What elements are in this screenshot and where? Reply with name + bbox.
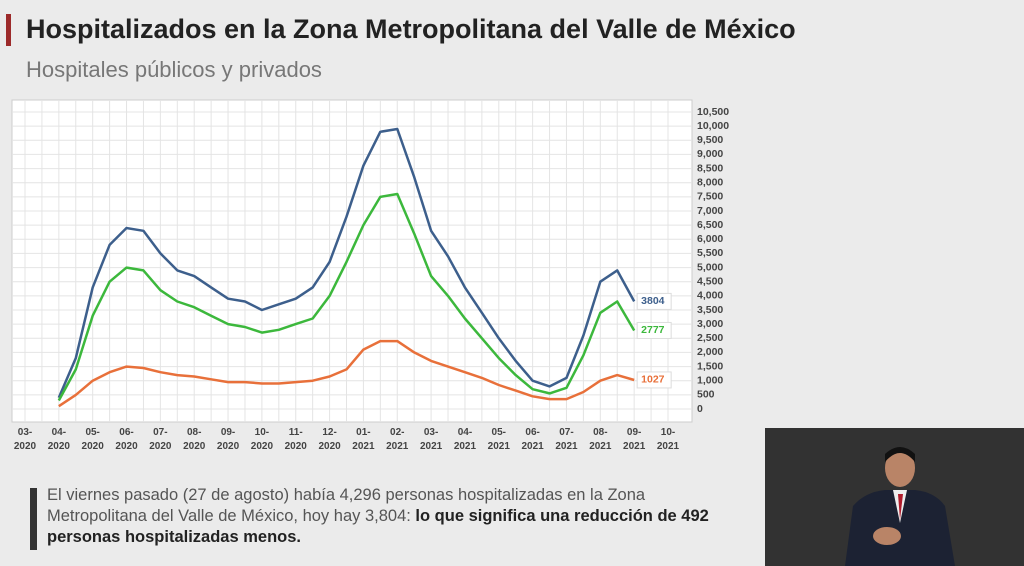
series-line	[57, 192, 636, 402]
y-tick-label: 5,000	[697, 261, 723, 273]
note: El viernes pasado (27 de agosto) había 4…	[47, 485, 737, 548]
x-tick-label: 11- 2020	[284, 427, 307, 452]
value-label-box	[636, 321, 672, 339]
y-tick-label: 10,500	[697, 106, 729, 118]
series-line	[58, 339, 635, 408]
series-line	[57, 127, 636, 399]
x-tick-label: 12- 2020	[318, 427, 341, 452]
y-tick-label: 500	[697, 389, 715, 401]
x-tick-label: 10- 2021	[656, 427, 680, 452]
y-tick-label: 6,500	[697, 219, 723, 231]
y-tick-label: 8,500	[697, 162, 723, 174]
subtitle: Hospitales públicos y privados	[26, 57, 322, 82]
value-label: 1027	[641, 374, 665, 386]
x-tick-label: 08- 2021	[589, 427, 612, 452]
y-tick-label: 0	[697, 403, 703, 415]
note-bar	[30, 488, 37, 550]
x-tick-label: 08- 2020	[183, 427, 206, 452]
y-tick-label: 1,500	[697, 360, 723, 372]
x-tick-label: 03- 2020	[13, 427, 37, 452]
y-tick-label: 9,500	[697, 134, 723, 146]
value-label: 2777	[641, 324, 665, 336]
x-tick-label: 04- 2021	[453, 427, 477, 452]
x-tick-label: 10- 2020	[250, 427, 274, 452]
x-tick-label: 02- 2021	[386, 427, 409, 452]
y-tick-label: 10,000	[697, 120, 729, 132]
x-tick-label: 06- 2020	[115, 427, 138, 452]
title: Hospitalizados en la Zona Metropolitana …	[26, 14, 796, 44]
y-tick-label: 5,500	[697, 247, 723, 259]
value-label-box	[636, 371, 672, 389]
chart: 0 500 1,000 1,500 2,000 2,500 3,000 3,500 4,000 4…	[11, 99, 729, 423]
y-tick-label: 7,500	[697, 191, 723, 203]
y-tick-label: 1,000	[697, 374, 723, 386]
y-tick-label: 6,000	[697, 233, 723, 245]
y-tick-label: 2,500	[697, 332, 723, 344]
y-tick-label: 4,500	[697, 275, 723, 287]
x-tick-label: 03- 2021	[419, 427, 443, 452]
y-tick-label: 9,000	[697, 148, 723, 160]
accent-bar	[6, 14, 11, 46]
x-tick-label: 07- 2021	[555, 427, 578, 452]
x-tick-label: 05- 2020	[81, 427, 104, 452]
y-tick-label: 2,000	[697, 346, 723, 358]
x-tick-label: 06- 2021	[521, 427, 544, 452]
y-tick-label: 8,000	[697, 176, 723, 188]
note-bold: lo que significa una reducción de 492 pe…	[47, 507, 709, 546]
x-tick-label: 04- 2020	[47, 427, 70, 452]
plot-area	[11, 99, 693, 423]
y-tick-label: 3,500	[697, 304, 723, 316]
y-tick-label: 3,000	[697, 318, 723, 330]
x-tick-label: 07- 2020	[149, 427, 172, 452]
video	[765, 428, 1024, 566]
value-label-box	[636, 292, 672, 310]
x-tick-label: 05- 2021	[487, 427, 510, 452]
x-tick-label: 01- 2021	[352, 427, 375, 452]
y-tick-label: 7,000	[697, 205, 723, 217]
value-label: 3804	[641, 295, 665, 307]
x-tick-label: 09- 2020	[216, 427, 240, 452]
x-tick-label: 09- 2021	[623, 427, 646, 452]
note-text: El viernes pasado (27 de agosto) había 4…	[47, 486, 646, 525]
y-tick-label: 4,000	[697, 290, 723, 302]
